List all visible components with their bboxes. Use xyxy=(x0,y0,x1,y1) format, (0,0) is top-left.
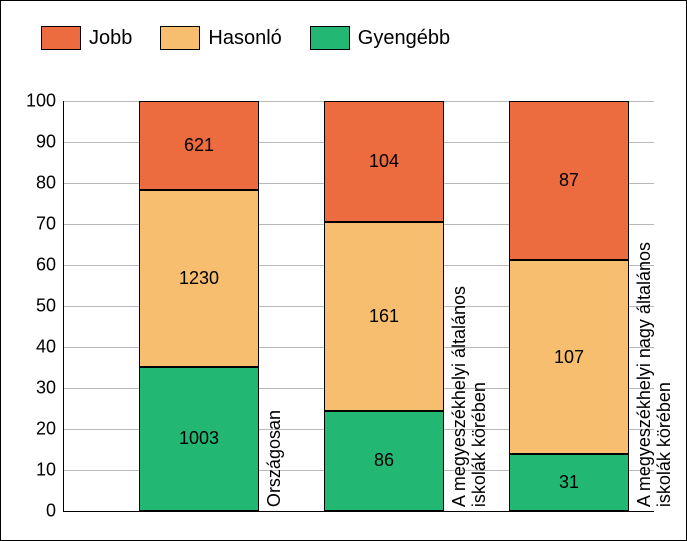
y-axis-tick: 80 xyxy=(36,173,56,194)
bar-segment-jobb: 104 xyxy=(324,101,444,222)
bar-segment-jobb: 621 xyxy=(139,101,259,190)
y-axis-tick: 90 xyxy=(36,132,56,153)
legend-item-hasonlo: Hasonló xyxy=(160,26,281,50)
legend-swatch-jobb xyxy=(41,26,81,50)
y-axis-tick: 20 xyxy=(36,419,56,440)
bar-segment-hasonló: 107 xyxy=(509,260,629,455)
bar-segment-hasonló: 161 xyxy=(324,222,444,410)
legend-label: Hasonló xyxy=(208,27,281,50)
bar-category-label: Országosan xyxy=(265,410,285,507)
bar-segment-gyengébb: 86 xyxy=(324,411,444,511)
bar-category-label: A megyeszékhelyi általánosiskolák körébe… xyxy=(450,286,490,507)
bar-group: 86161104A megyeszékhelyi általánosiskolá… xyxy=(324,101,444,511)
bar-group: 3110787A megyeszékhelyi nagy általánosis… xyxy=(509,101,629,511)
y-axis-tick: 10 xyxy=(36,460,56,481)
plot-area: 010203040506070809010010031230621Országo… xyxy=(63,101,654,512)
y-axis-tick: 70 xyxy=(36,214,56,235)
bar-segment-jobb: 87 xyxy=(509,101,629,260)
bar-category-label: A megyeszékhelyi nagy általánosiskolák k… xyxy=(635,242,675,507)
legend-swatch-hasonlo xyxy=(160,26,200,50)
y-axis-tick: 60 xyxy=(36,255,56,276)
y-axis-tick: 40 xyxy=(36,337,56,358)
legend-item-gyengebb: Gyengébb xyxy=(310,26,450,50)
bar-segment-hasonló: 1230 xyxy=(139,190,259,366)
chart-container: Jobb Hasonló Gyengébb 010203040506070809… xyxy=(0,0,687,541)
bar-segment-gyengébb: 31 xyxy=(509,454,629,511)
legend-label: Jobb xyxy=(89,27,132,50)
y-axis-tick: 30 xyxy=(36,378,56,399)
legend-label: Gyengébb xyxy=(358,27,450,50)
y-axis-tick: 50 xyxy=(36,296,56,317)
y-axis-tick: 100 xyxy=(26,91,56,112)
bar-group: 10031230621Országosan xyxy=(139,101,259,511)
bar-segment-gyengébb: 1003 xyxy=(139,367,259,511)
legend-item-jobb: Jobb xyxy=(41,26,132,50)
legend-swatch-gyengebb xyxy=(310,26,350,50)
legend: Jobb Hasonló Gyengébb xyxy=(41,26,450,50)
y-axis-tick: 0 xyxy=(46,501,56,522)
